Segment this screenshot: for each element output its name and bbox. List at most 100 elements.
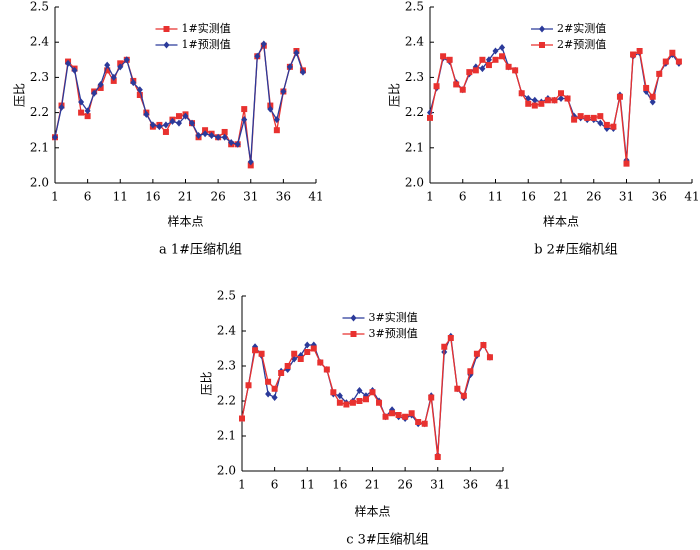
y-tick-label: 2.1 <box>405 140 424 154</box>
marker <box>97 80 104 88</box>
marker <box>662 58 669 65</box>
marker <box>52 133 58 141</box>
x-tick-label: 11 <box>300 478 315 492</box>
marker <box>117 60 124 67</box>
marker <box>265 390 272 398</box>
marker <box>485 56 492 64</box>
marker <box>278 370 285 376</box>
legend-label: 3#实测值 <box>369 310 418 324</box>
marker <box>630 51 637 58</box>
marker <box>551 97 558 104</box>
marker <box>299 68 306 76</box>
x-tick-label: 36 <box>652 190 667 204</box>
marker <box>539 42 545 48</box>
marker <box>228 139 235 147</box>
marker <box>254 52 261 60</box>
marker <box>505 63 512 70</box>
marker <box>643 84 650 91</box>
y-tick-label: 2.0 <box>405 176 424 190</box>
marker <box>293 49 300 57</box>
marker <box>258 350 265 357</box>
subplot: 2.02.12.22.32.42.51 6 11 16 21 26 31 36 41样本点压比b… <box>388 0 700 258</box>
marker <box>459 86 466 93</box>
marker <box>241 116 248 124</box>
marker <box>162 121 169 129</box>
marker <box>492 47 499 55</box>
marker <box>525 100 532 107</box>
marker <box>597 113 604 120</box>
marker <box>280 87 287 95</box>
marker <box>104 61 111 69</box>
x-axis-label: 样本点 <box>354 504 390 519</box>
marker <box>531 96 538 104</box>
marker <box>234 140 241 148</box>
marker <box>558 90 564 97</box>
x-tick-label: 1 <box>238 478 246 492</box>
marker <box>91 89 98 97</box>
marker <box>454 385 461 392</box>
marker <box>636 48 643 54</box>
x-axis-label: 样本点 <box>543 214 579 229</box>
marker <box>215 133 222 141</box>
legend-label: 1#预测值 <box>182 38 231 51</box>
marker <box>271 394 278 401</box>
marker <box>182 112 189 120</box>
subplot: 2.02.12.22.32.42.51 6 11 16 21 26 31 36 41样本点压比a… <box>13 0 324 258</box>
marker <box>356 387 363 394</box>
y-tick-label: 2.5 <box>217 289 236 303</box>
marker <box>245 382 252 389</box>
marker <box>473 350 480 357</box>
marker <box>584 114 591 121</box>
marker <box>571 116 578 123</box>
x-tick-label: 41 <box>684 190 699 204</box>
y-tick-label: 2.0 <box>30 176 49 190</box>
marker <box>408 410 415 417</box>
y-tick-label: 2.2 <box>30 105 49 119</box>
marker <box>485 62 492 69</box>
subplot: 2.02.12.22.32.42.51 6 11 16 21 26 31 36 41样本点压比c… <box>200 289 511 548</box>
marker <box>382 413 389 420</box>
marker <box>389 410 396 417</box>
marker <box>163 26 170 32</box>
y-tick-label: 2.1 <box>217 429 236 443</box>
x-tick-label: 41 <box>308 190 323 204</box>
marker <box>208 131 215 139</box>
marker <box>175 119 182 127</box>
series-line <box>54 41 304 162</box>
marker <box>675 58 682 65</box>
legend-label: 2#实测值 <box>557 21 606 35</box>
marker <box>71 66 78 74</box>
marker <box>531 102 538 109</box>
legend-label: 3#预测值 <box>369 327 418 340</box>
marker <box>603 121 610 128</box>
caption: a 1#压缩机组 <box>159 242 242 258</box>
marker <box>252 347 259 354</box>
y-tick-label: 2.1 <box>30 140 49 154</box>
y-tick-label: 2.3 <box>217 359 236 373</box>
marker <box>649 98 656 106</box>
marker <box>78 109 85 116</box>
marker <box>479 65 486 73</box>
marker <box>58 103 65 111</box>
marker <box>267 105 274 113</box>
x-tick-label: 21 <box>553 190 568 204</box>
marker <box>597 119 604 127</box>
marker <box>323 366 330 373</box>
marker <box>446 56 453 63</box>
marker <box>433 83 440 90</box>
marker <box>421 420 428 427</box>
marker <box>284 363 291 369</box>
marker <box>649 93 656 100</box>
marker <box>467 368 474 375</box>
x-tick-label: 11 <box>113 190 128 204</box>
marker <box>590 114 597 121</box>
marker <box>162 128 169 135</box>
y-tick-label: 2.5 <box>30 0 49 14</box>
marker <box>110 77 117 84</box>
marker <box>480 342 487 348</box>
marker <box>415 419 422 425</box>
marker <box>286 63 293 71</box>
marker <box>336 392 343 400</box>
marker <box>97 84 104 91</box>
marker <box>447 335 454 341</box>
